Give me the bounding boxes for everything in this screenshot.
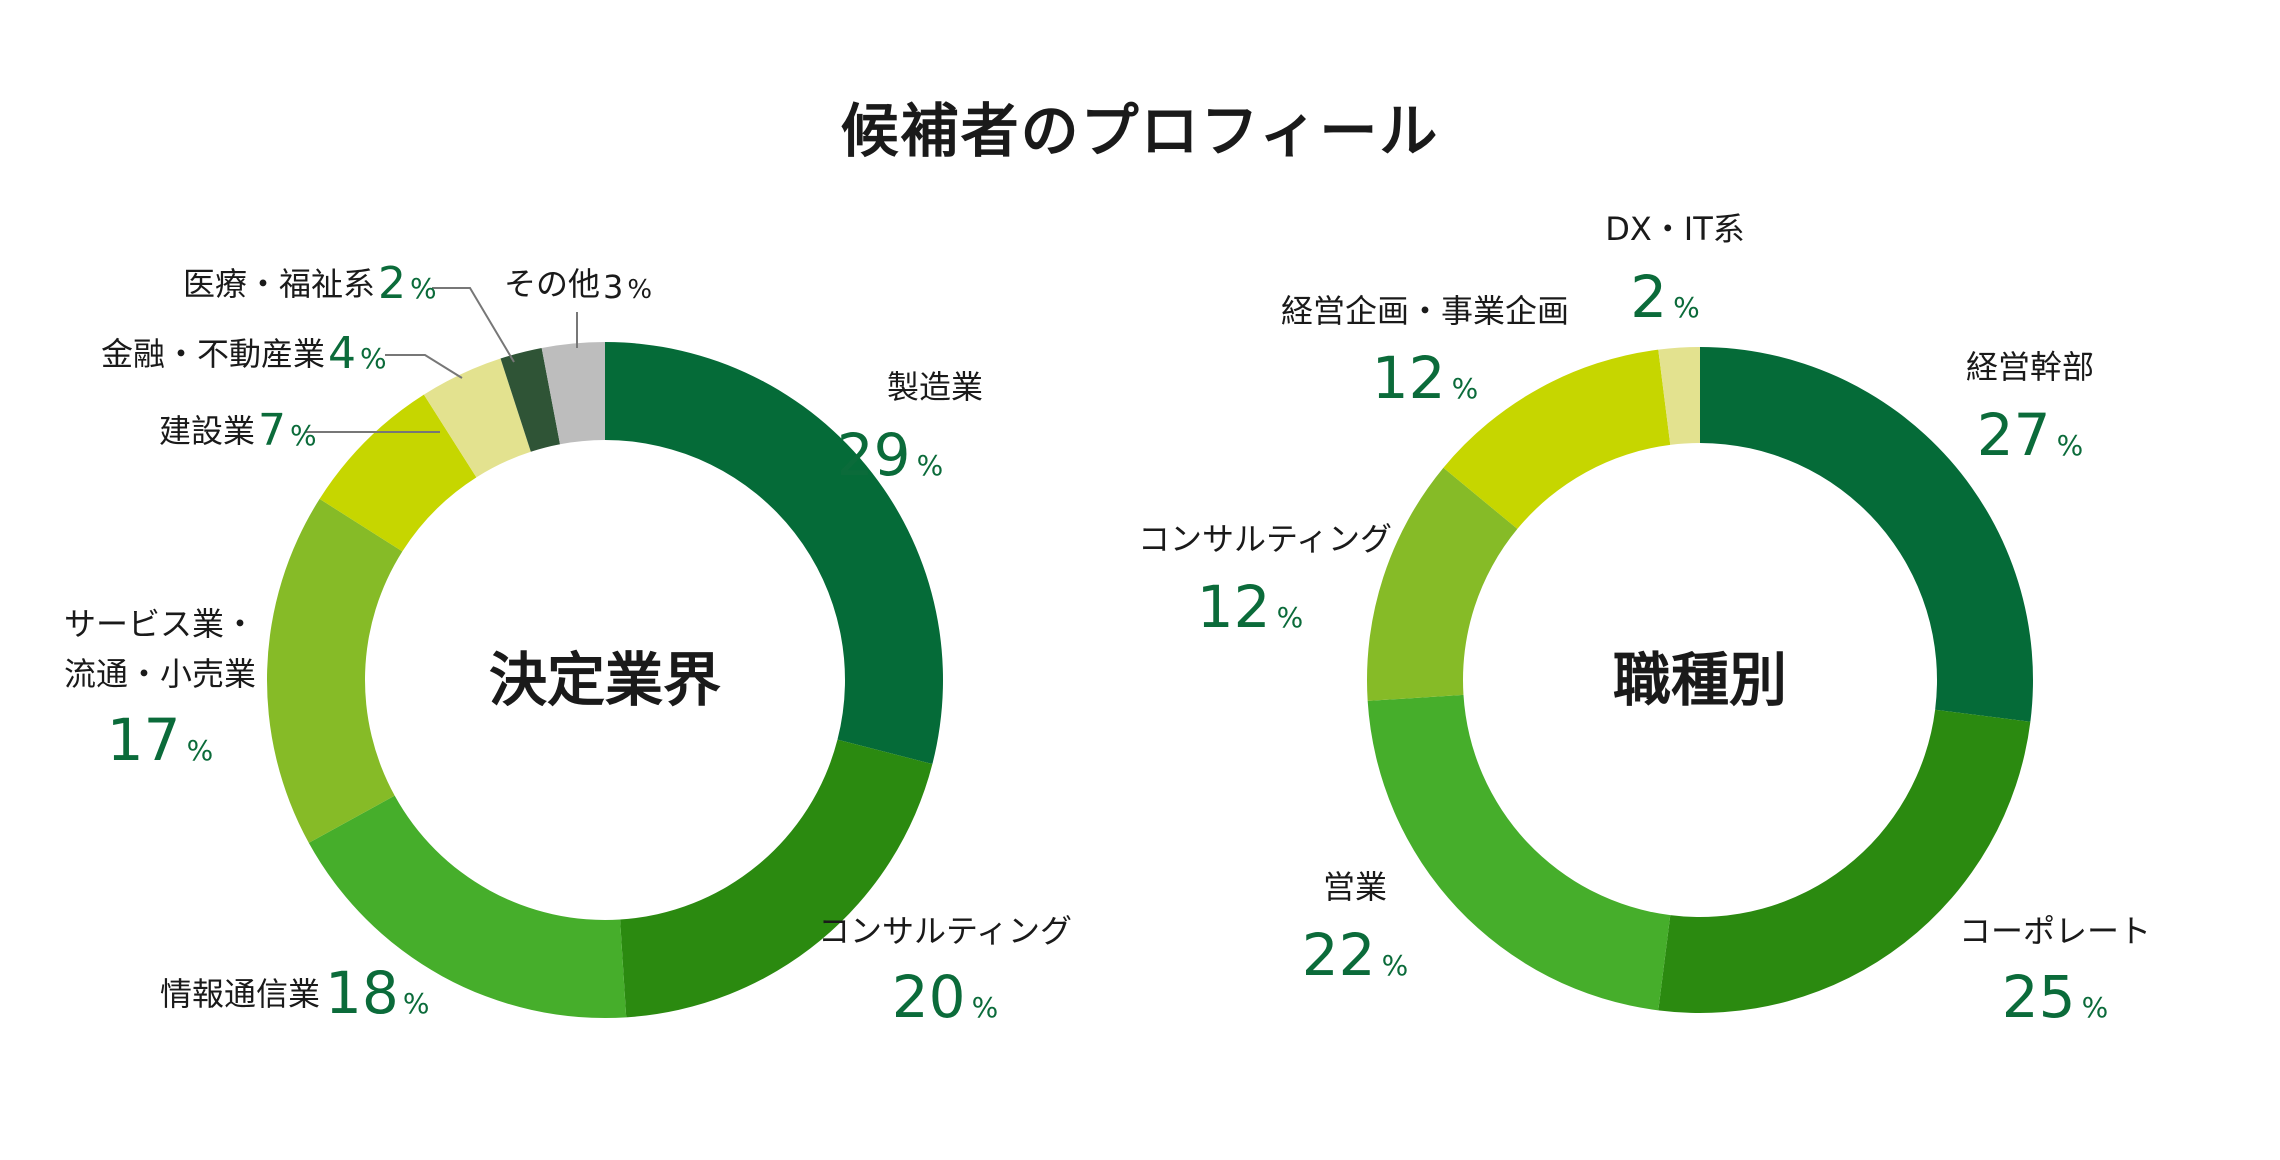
donut1-slice-4 (267, 498, 403, 843)
donut2-center-label: 職種別 (1613, 646, 1787, 714)
donut1-slice-value-3: 18% (325, 959, 429, 1027)
donut2-slice-value-5: 12% (1372, 344, 1478, 412)
donut2-slice-value-6: 2% (1630, 263, 1700, 331)
donut2-slice-6 (1658, 347, 1700, 445)
donut1-slice-label-4: サービス業・ (64, 605, 256, 643)
donut1-slice-label-6: 金融・不動産業 (101, 335, 325, 373)
donut1-slice-value-1: 29% (837, 421, 943, 489)
donut2-slice-value-1: 27% (1977, 401, 2083, 469)
donut1-slice-label-3: 情報通信業 (160, 975, 320, 1013)
donut1-slice-value-8: 3% (603, 268, 652, 306)
donut1-slice-1 (605, 342, 943, 765)
donut1-slice-value-6: 4% (328, 328, 387, 379)
donut2-slice-2 (1658, 709, 2031, 1013)
donut1-slice-label-5: 建設業 (159, 412, 255, 450)
donut1-slice-label-4-line2: 流通・小売業 (64, 655, 256, 693)
donut1-slice-label-8: その他 (504, 265, 600, 303)
donut1-slice-2 (620, 739, 933, 1018)
donut1-leader-6 (385, 354, 463, 379)
donut2-slice-3 (1367, 694, 1671, 1011)
donut1-slice-6 (423, 358, 531, 478)
donut2-slice-value-3: 22% (1302, 921, 1408, 989)
donut2-slice-value-2: 25% (2002, 963, 2108, 1031)
donut1-slice-label-1: 製造業 (887, 368, 983, 406)
donut2-slice-label-4: コンサルティング (1138, 520, 1392, 558)
donut1-slice-value-5: 7% (258, 405, 317, 456)
donut1-center-label: 決定業界 (489, 646, 721, 714)
donut1-slice-7 (500, 347, 561, 452)
donut1-slice-value-7: 2% (378, 258, 437, 309)
donut2-slice-label-5: 経営企画・事業企画 (1281, 292, 1569, 330)
donut2-slice-label-6: DX・IT系 (1605, 210, 1745, 248)
donut1-slice-8 (541, 342, 605, 445)
donut1-slice-value-4: 17% (107, 706, 213, 774)
donut1-leader-7 (432, 287, 515, 363)
donut1-slice-5 (319, 394, 477, 552)
chart-title: 候補者のプロフィール (840, 97, 1440, 165)
donut1-slice-value-2: 20% (892, 963, 998, 1031)
donut2-slice-label-1: 経営幹部 (1966, 348, 2094, 386)
donut1-slice-3 (308, 795, 627, 1019)
donut2-slice-5 (1443, 349, 1671, 529)
donut1-slice-label-7: 医療・福祉系 (183, 265, 375, 303)
donut2-slice-label-3: 営業 (1323, 868, 1387, 906)
donut2-slice-value-4: 12% (1197, 573, 1303, 641)
donut2-slice-1 (1700, 347, 2033, 722)
donut1-slice-label-2: コンサルティング (818, 912, 1072, 950)
donut2-slice-4 (1367, 467, 1518, 701)
donut2-slice-label-2: コーポレート (1959, 912, 2151, 950)
